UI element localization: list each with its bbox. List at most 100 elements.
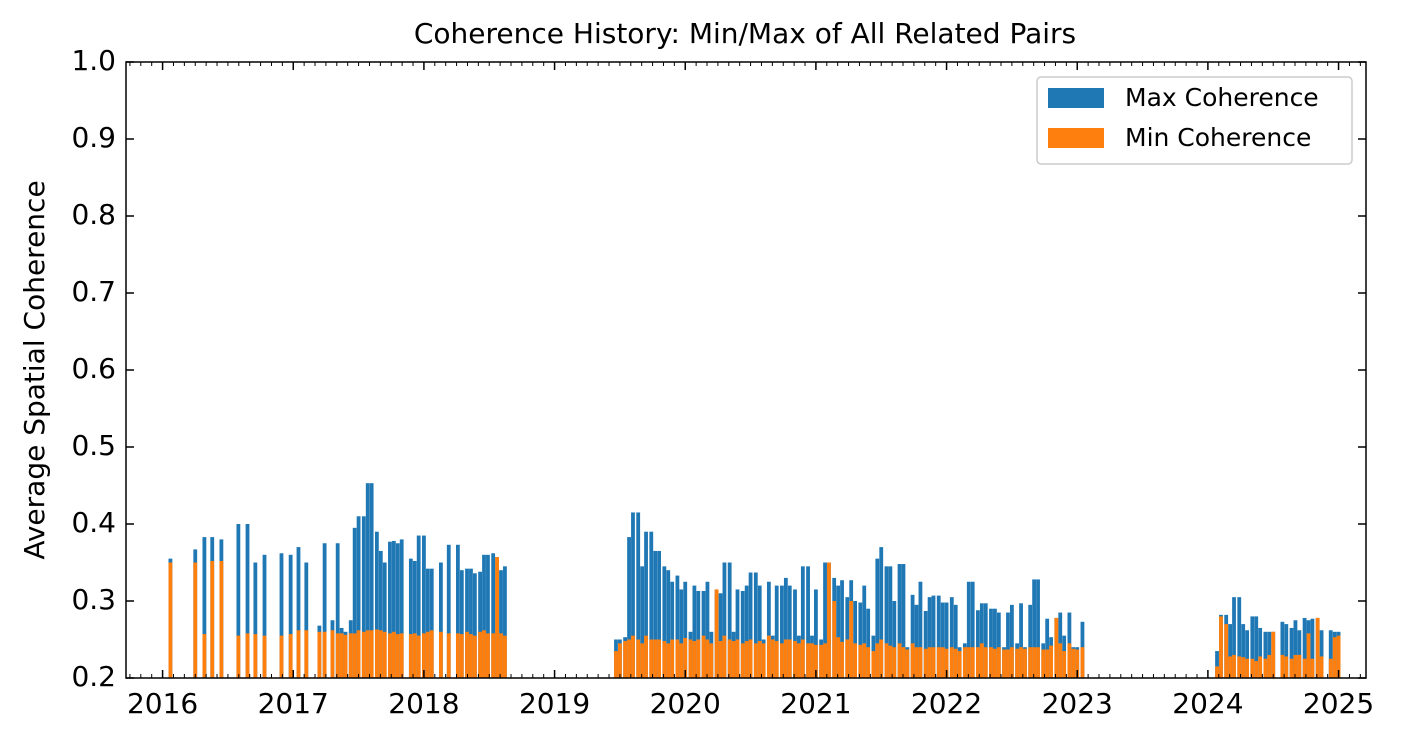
bar	[931, 647, 936, 678]
bar	[438, 631, 443, 678]
bar	[1071, 648, 1076, 678]
bar	[849, 601, 854, 678]
bar	[1263, 658, 1268, 678]
bar	[670, 639, 675, 678]
bar	[438, 562, 443, 678]
bar	[814, 644, 818, 678]
bar	[465, 568, 469, 678]
bar	[683, 581, 688, 678]
bar	[236, 524, 241, 678]
bar	[1306, 633, 1311, 678]
bar	[662, 641, 667, 678]
bar	[897, 564, 902, 678]
bar	[927, 597, 932, 678]
bar	[853, 643, 858, 678]
bar	[636, 512, 641, 678]
bar	[335, 543, 340, 678]
x-tick-label: 2016	[127, 687, 198, 720]
bar	[748, 639, 753, 678]
bar	[1010, 604, 1014, 678]
bar	[482, 554, 486, 678]
bar	[1006, 612, 1010, 678]
bar	[618, 643, 622, 678]
bar	[1241, 657, 1246, 678]
bar	[1028, 604, 1033, 678]
bar	[944, 648, 949, 678]
bar	[800, 639, 805, 678]
bar	[1263, 631, 1268, 678]
bar	[193, 562, 198, 678]
legend-label: Min Coherence	[1125, 123, 1311, 152]
bar	[884, 643, 889, 678]
bar	[753, 572, 758, 678]
bar	[644, 531, 648, 678]
bar	[1315, 617, 1320, 678]
bar	[262, 554, 267, 678]
bar	[923, 611, 928, 678]
bar	[993, 648, 997, 678]
bar	[666, 643, 671, 678]
bar	[993, 608, 997, 678]
bar	[1054, 617, 1059, 678]
bar	[1032, 647, 1037, 678]
bar	[1019, 603, 1023, 678]
bar	[644, 635, 648, 678]
bar	[1023, 648, 1027, 678]
bar	[692, 641, 697, 678]
bar	[957, 651, 962, 678]
bar	[983, 603, 988, 678]
bar	[1067, 643, 1072, 678]
bar	[429, 630, 434, 678]
bar	[1258, 627, 1263, 678]
bar	[845, 597, 850, 678]
bar	[901, 564, 906, 678]
bar	[627, 537, 631, 678]
bar	[748, 572, 753, 678]
bar	[722, 562, 727, 678]
bar	[1332, 637, 1337, 678]
bar	[709, 643, 714, 678]
bar	[653, 550, 658, 678]
bar	[288, 554, 293, 678]
bar	[901, 647, 906, 678]
x-tick-label: 2019	[519, 687, 590, 720]
bar	[388, 541, 392, 678]
bar	[927, 647, 932, 678]
bar	[649, 639, 654, 678]
bar	[931, 595, 936, 678]
bar	[412, 633, 417, 678]
bar	[879, 547, 884, 678]
bar	[1319, 630, 1324, 678]
x-tick-label: 2022	[911, 687, 982, 720]
y-tick-label: 0.3	[71, 583, 116, 616]
bar	[670, 581, 675, 678]
bar	[731, 641, 736, 678]
bar	[787, 639, 792, 678]
bar	[1228, 624, 1233, 678]
bar	[1224, 624, 1229, 678]
bar	[740, 643, 745, 678]
bar	[1310, 618, 1315, 678]
bar	[858, 644, 863, 678]
bar	[970, 647, 975, 678]
bar	[766, 635, 771, 678]
bar	[783, 577, 788, 678]
bar	[683, 637, 688, 678]
bar	[1280, 621, 1285, 678]
bar	[422, 633, 426, 678]
bar	[783, 639, 788, 678]
bar	[391, 631, 396, 678]
bar	[766, 581, 771, 678]
bar	[352, 633, 357, 678]
bar	[317, 631, 322, 678]
bar	[352, 527, 357, 678]
bar	[202, 634, 207, 678]
bar	[253, 634, 258, 678]
bar	[369, 483, 374, 678]
legend-swatch	[1048, 128, 1104, 148]
bar	[1237, 597, 1242, 678]
bar	[365, 630, 370, 678]
bar	[503, 566, 507, 678]
y-axis-label: Average Spatial Coherence	[18, 180, 51, 559]
bar	[627, 639, 631, 678]
